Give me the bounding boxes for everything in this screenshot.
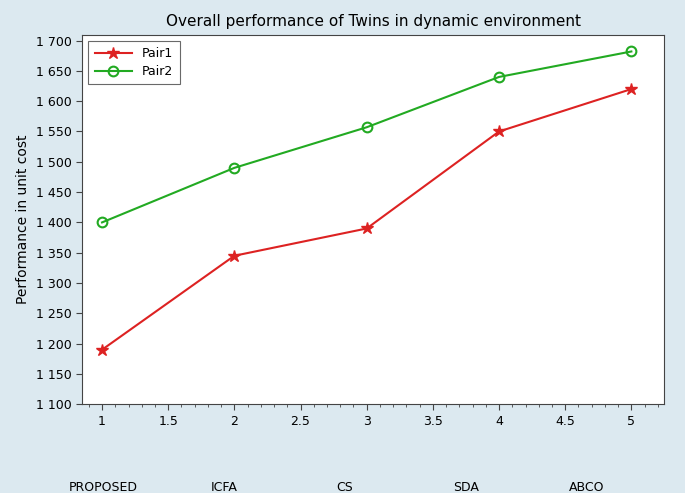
Pair2 — [495, 74, 503, 80]
Legend: Pair1, Pair2: Pair1, Pair2 — [88, 41, 179, 84]
Pair1 — [627, 86, 636, 92]
Pair1 — [230, 253, 238, 259]
Text: ABCO: ABCO — [569, 481, 604, 493]
Pair2 — [362, 124, 371, 130]
Line: Pair1: Pair1 — [96, 83, 638, 356]
Text: SDA: SDA — [453, 481, 479, 493]
Y-axis label: Performance in unit cost: Performance in unit cost — [16, 135, 30, 304]
Title: Overall performance of Twins in dynamic environment: Overall performance of Twins in dynamic … — [166, 14, 581, 29]
Pair1 — [98, 347, 106, 352]
Text: CS: CS — [336, 481, 353, 493]
Pair2 — [230, 165, 238, 171]
Text: ICFA: ICFA — [211, 481, 238, 493]
Pair2 — [627, 48, 636, 54]
Text: PROPOSED: PROPOSED — [69, 481, 138, 493]
Pair2 — [98, 219, 106, 225]
Pair1 — [495, 129, 503, 135]
Line: Pair2: Pair2 — [97, 47, 636, 227]
Pair1 — [362, 225, 371, 231]
